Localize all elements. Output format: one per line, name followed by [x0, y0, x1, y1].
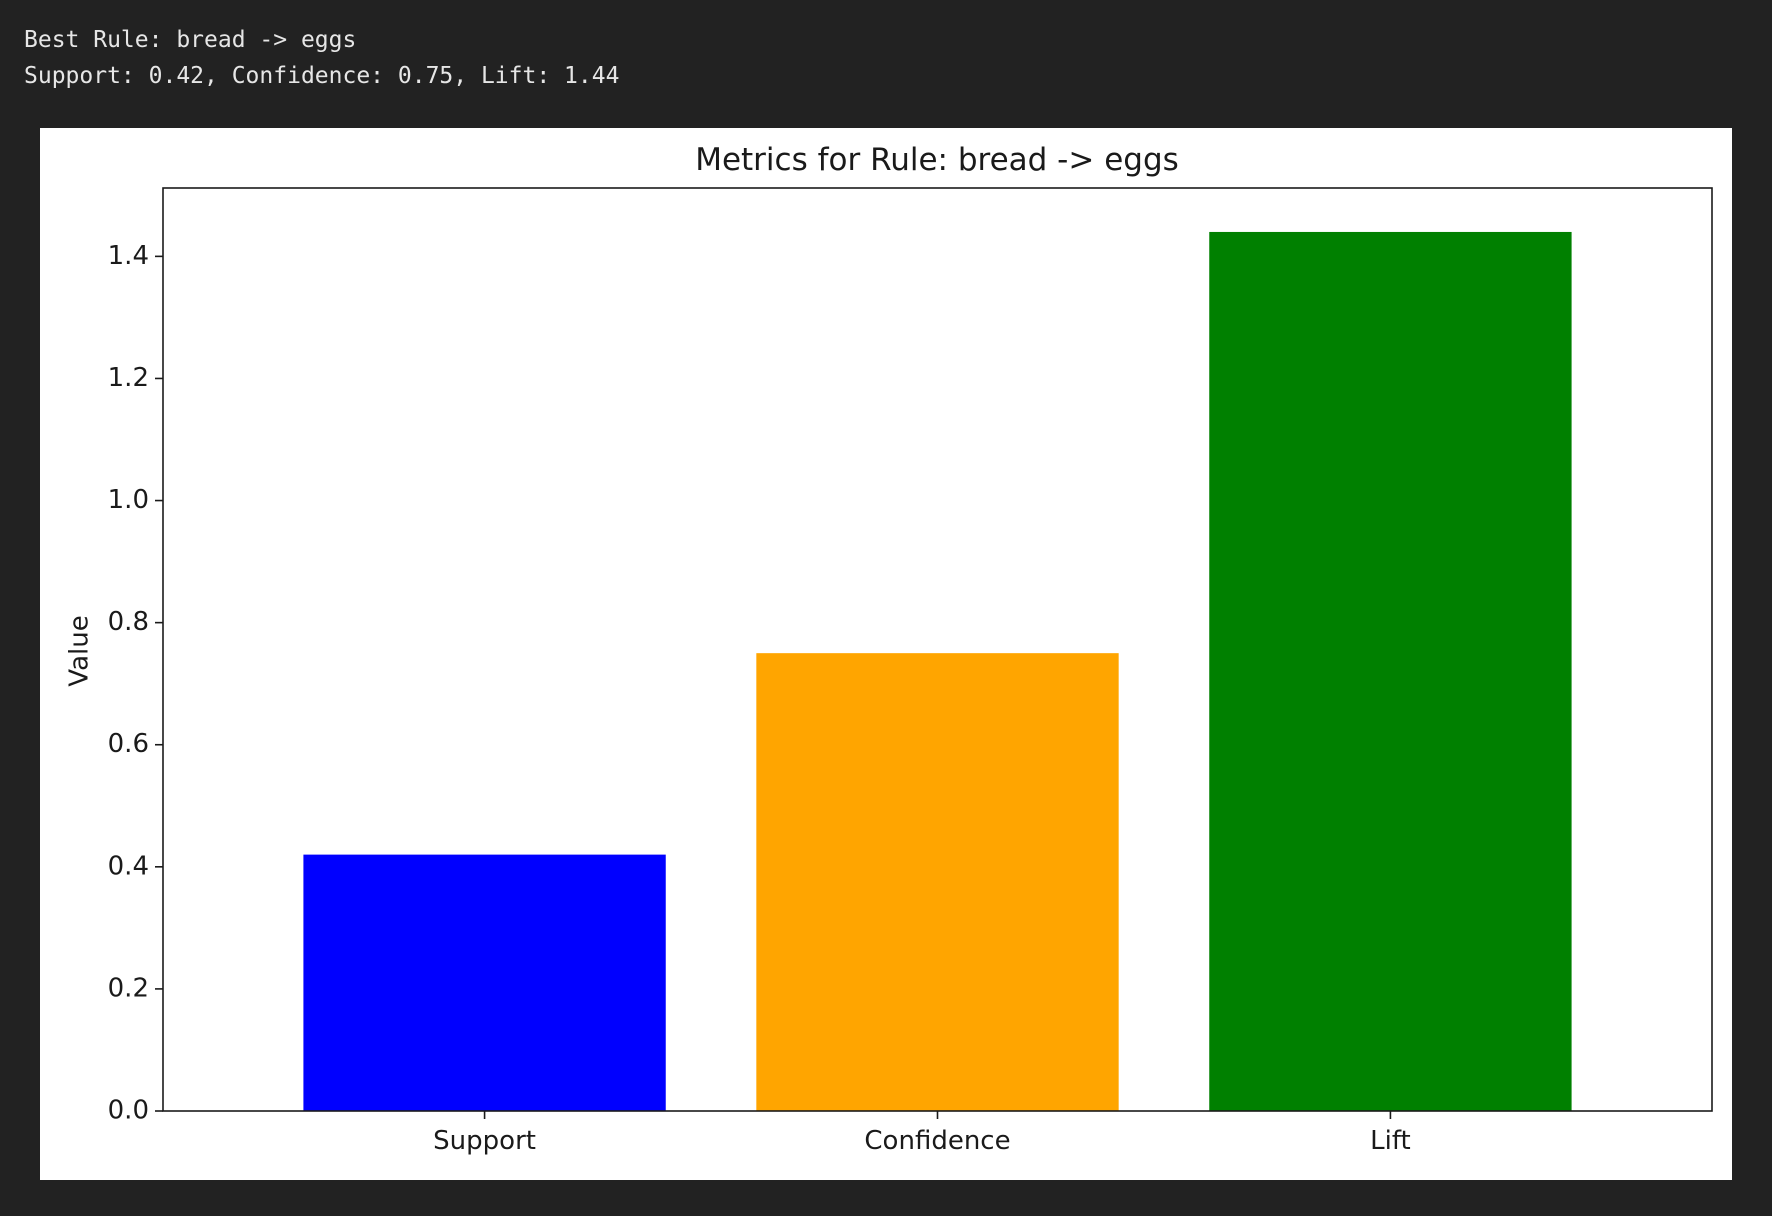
x-tick-label: Support [433, 1126, 536, 1156]
y-tick-label: 0.2 [108, 973, 149, 1003]
y-axis-label: Value [65, 615, 95, 686]
metrics-line: Support: 0.42, Confidence: 0.75, Lift: 1… [24, 63, 620, 89]
y-tick-label: 0.4 [108, 851, 149, 881]
bar-confidence [756, 653, 1119, 1111]
x-ticks-group: Support Confidence Lift [433, 1111, 1411, 1156]
chart-title: Metrics for Rule: bread -> eggs [695, 142, 1179, 178]
y-tick-label: 0.6 [108, 729, 149, 759]
chart-figure: Metrics for Rule: bread -> eggs Value 0.… [40, 128, 1732, 1180]
plot-frame [162, 187, 1713, 1112]
bar-lift [1209, 231, 1572, 1111]
x-tick-label: Confidence [864, 1126, 1010, 1156]
y-tick-label: 1.2 [108, 363, 149, 393]
bars-group [303, 231, 1572, 1111]
best-rule-line: Best Rule: bread -> eggs [24, 27, 357, 53]
y-tick-label: 0.8 [108, 607, 149, 637]
y-tick-label: 1.4 [108, 241, 149, 271]
x-tick-label: Lift [1370, 1126, 1411, 1156]
bar-chart: Metrics for Rule: bread -> eggs Value 0.… [65, 142, 1713, 1156]
console-output: Best Rule: bread -> eggs Support: 0.42, C… [24, 22, 619, 94]
y-ticks-group: 0.0 0.2 0.4 0.6 0.8 1.0 1.2 1.4 [108, 241, 163, 1126]
y-tick-label: 1.0 [108, 485, 149, 515]
bar-support [303, 854, 666, 1111]
y-tick-label: 0.0 [108, 1096, 149, 1126]
